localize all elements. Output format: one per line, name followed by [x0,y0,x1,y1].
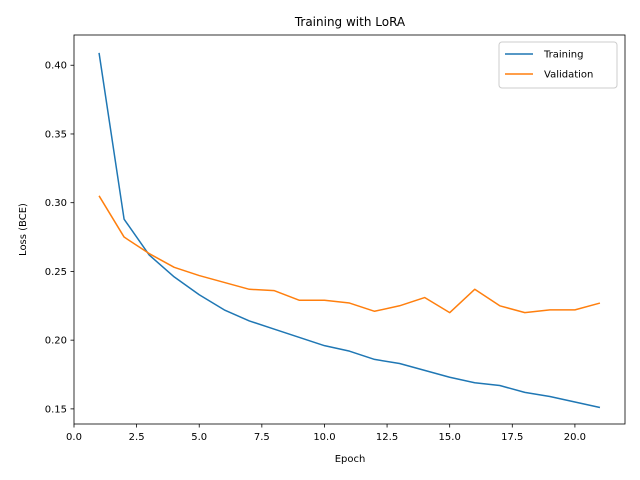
y-tick-label: 0.35 [45,129,67,140]
x-tick-label: 10.0 [313,432,335,443]
x-tick-label: 7.5 [254,432,270,443]
x-tick-label: 5.0 [191,432,207,443]
plot-lines [98,52,601,409]
y-tick-label: 0.25 [45,267,67,278]
series-line-validation [98,195,601,314]
y-axis-label: Loss (BCE) [18,203,29,256]
y-tick-label: 0.30 [45,198,67,209]
y-tick-label: 0.15 [45,404,67,415]
y-tick-label: 0.40 [45,61,67,72]
legend-label-validation: Validation [544,70,593,81]
legend: Training Validation [498,41,618,89]
x-tick-label: 0.0 [66,432,82,443]
x-tick-label: 20.0 [564,432,586,443]
y-tick-label: 0.20 [45,336,67,347]
x-tick-label: 15.0 [439,432,461,443]
x-ticks: 0.0 2.5 5.0 7.5 10.0 12.5 15.0 17.5 20.0 [66,424,586,443]
chart-title: Training with LoRA [294,15,406,29]
legend-label-training: Training [543,50,583,61]
series-line-training [98,52,601,409]
x-axis-label: Epoch [335,454,366,465]
x-tick-label: 2.5 [129,432,145,443]
y-ticks: 0.15 0.20 0.25 0.30 0.35 0.40 [45,61,74,415]
x-tick-label: 17.5 [501,432,523,443]
plot-frame [73,34,626,425]
x-tick-label: 12.5 [376,432,398,443]
